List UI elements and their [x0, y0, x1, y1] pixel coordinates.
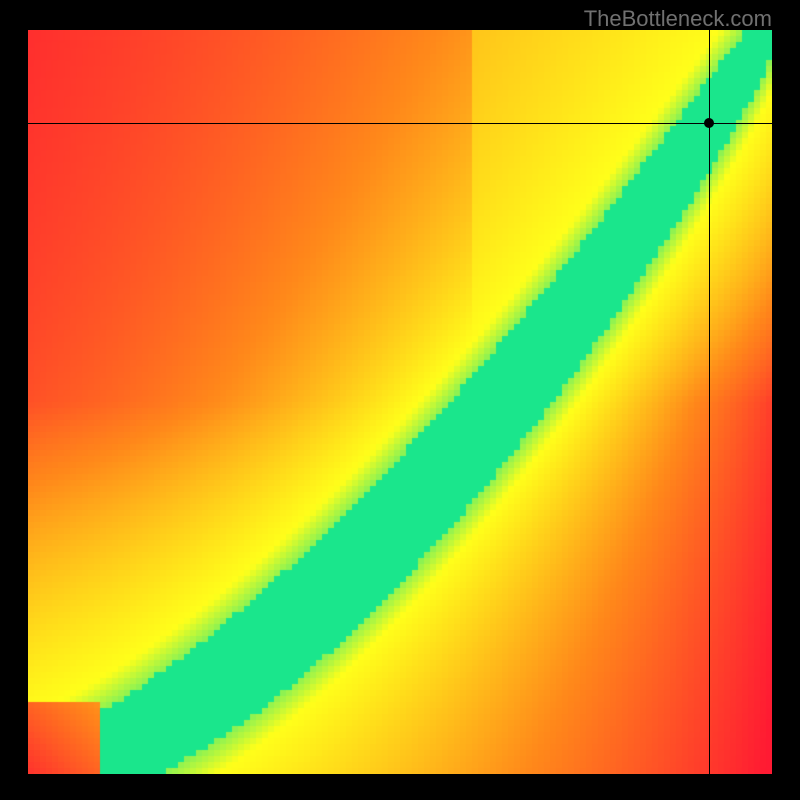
watermark: TheBottleneck.com — [584, 6, 772, 32]
heatmap-canvas — [28, 30, 772, 774]
heatmap-chart — [28, 30, 772, 774]
marker-dot — [704, 118, 714, 128]
crosshair-horizontal — [28, 123, 772, 124]
crosshair-vertical — [709, 30, 710, 774]
